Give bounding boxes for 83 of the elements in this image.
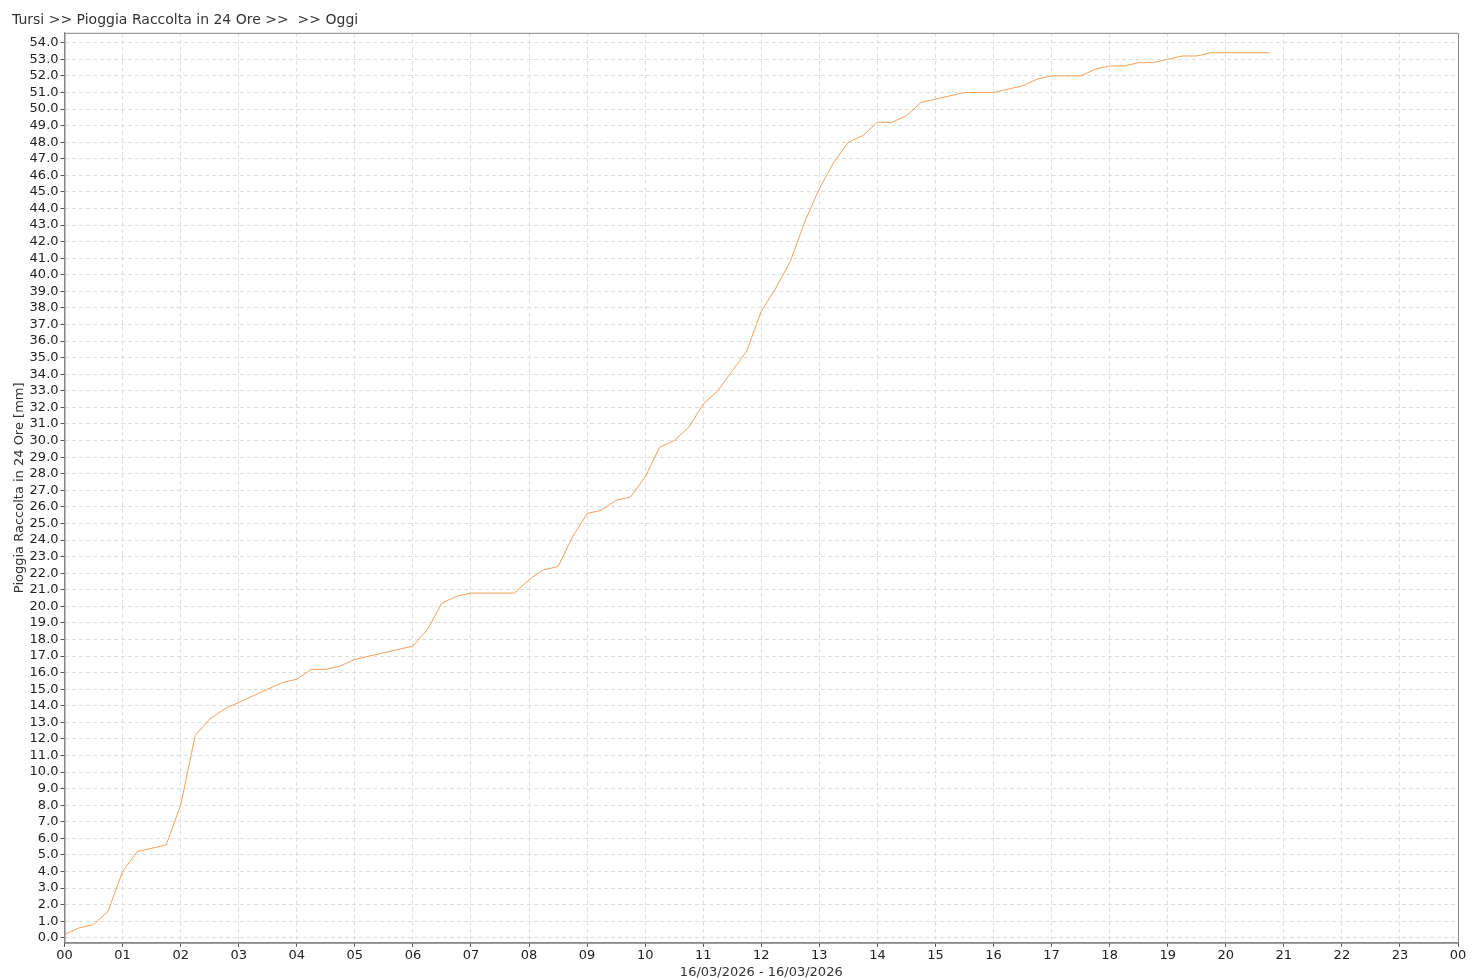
y-tick-label: 31.0 [29, 415, 59, 431]
y-tick-label: 15.0 [29, 680, 59, 696]
y-tick-label: 38.0 [29, 299, 59, 315]
x-tick-label: 14 [869, 946, 886, 962]
y-tick-label: 18.0 [29, 630, 59, 646]
x-tick-label: 19 [1159, 946, 1176, 962]
y-tick-label: 37.0 [29, 315, 59, 331]
y-tick-label: 8.0 [37, 796, 59, 812]
y-tick-label: 17.0 [29, 647, 59, 663]
y-tick-label: 23.0 [29, 547, 59, 563]
y-tick-label: 1.0 [37, 912, 59, 928]
x-tick-label: 06 [404, 946, 422, 962]
y-tick-label: 51.0 [29, 83, 59, 99]
y-tick-label: 14.0 [29, 697, 59, 713]
y-tick-label: 27.0 [29, 481, 59, 497]
x-tick-label: 17 [1043, 946, 1060, 962]
y-tick-label: 3.0 [37, 879, 59, 895]
y-tick-label: 24.0 [29, 531, 59, 547]
y-tick-label: 13.0 [29, 713, 59, 729]
y-tick-label: 50.0 [29, 100, 59, 116]
y-tick-label: 11.0 [29, 746, 59, 762]
x-tick-label: 20 [1217, 946, 1235, 962]
x-axis-title: 16/03/2026 - 16/03/2026 [679, 963, 843, 979]
y-tick-label: 49.0 [29, 117, 59, 132]
y-tick-label: 16.0 [29, 663, 59, 679]
y-tick-label: 12.0 [29, 730, 59, 746]
y-tick-label: 9.0 [37, 780, 59, 796]
y-tick-label: 19.0 [29, 614, 59, 630]
y-tick-label: 0.0 [37, 929, 59, 945]
y-tick-label: 46.0 [29, 166, 59, 182]
y-tick-label: 35.0 [29, 349, 59, 365]
x-tick-label: 02 [172, 946, 189, 962]
x-tick-label: 18 [1101, 946, 1118, 962]
y-tick-label: 42.0 [29, 233, 59, 249]
y-tick-label: 47.0 [29, 150, 59, 166]
x-tick-label: 10 [636, 946, 654, 962]
y-tick-label: 6.0 [37, 829, 59, 845]
x-tick-label: 00 [56, 946, 73, 962]
y-tick-label: 34.0 [29, 365, 59, 381]
y-tick-label: 30.0 [29, 431, 59, 447]
x-tick-label: 15 [927, 946, 944, 962]
y-tick-label: 48.0 [29, 133, 59, 149]
x-tick-label: 13 [811, 946, 828, 962]
y-tick-label: 54.0 [29, 34, 59, 50]
y-tick-label: 25.0 [29, 514, 59, 530]
y-tick-label: 26.0 [29, 498, 59, 514]
y-axis-title: Pioggia Raccolta in 24 Ore [mm] [11, 382, 27, 594]
y-tick-label: 45.0 [29, 183, 59, 199]
y-tick-label: 29.0 [29, 448, 59, 464]
x-tick-label: 01 [114, 946, 131, 962]
y-tick-label: 39.0 [29, 282, 59, 298]
y-tick-label: 32.0 [29, 398, 59, 414]
x-tick-label: 05 [346, 946, 364, 962]
x-tick-label: 04 [288, 946, 306, 962]
y-tick-label: 10.0 [29, 763, 59, 779]
y-tick-label: 2.0 [37, 896, 59, 912]
x-tick-label: 12 [753, 946, 770, 962]
y-tick-label: 20.0 [29, 597, 59, 613]
x-tick-label: 08 [520, 946, 538, 962]
y-tick-label: 36.0 [29, 332, 59, 348]
y-tick-label: 43.0 [29, 216, 59, 232]
x-tick-label: 00 [1449, 946, 1467, 962]
chart-title: Tursi >> Pioggia Raccolta in 24 Ore >> >> Oggi [11, 11, 359, 28]
x-tick-label: 07 [462, 946, 480, 962]
y-tick-label: 21.0 [29, 581, 59, 597]
x-tick-label: 22 [1333, 946, 1351, 962]
y-tick-label: 22.0 [29, 564, 59, 580]
x-tick-label: 23 [1391, 946, 1409, 962]
y-tick-label: 44.0 [29, 199, 59, 215]
y-tick-label: 28.0 [29, 465, 59, 481]
y-tick-label: 4.0 [37, 862, 59, 878]
y-tick-label: 5.0 [37, 846, 59, 862]
y-tick-label: 7.0 [37, 813, 59, 829]
y-tick-label: 41.0 [29, 249, 59, 265]
y-tick-label: 33.0 [29, 382, 59, 398]
y-tick-label: 53.0 [29, 50, 59, 66]
x-tick-label: 11 [694, 946, 712, 962]
x-tick-label: 03 [230, 946, 247, 962]
x-tick-label: 21 [1275, 946, 1293, 962]
y-tick-label: 40.0 [29, 266, 59, 282]
x-tick-label: 16 [985, 946, 1002, 962]
y-tick-label: 52.0 [29, 67, 59, 83]
x-tick-label: 09 [578, 946, 596, 962]
